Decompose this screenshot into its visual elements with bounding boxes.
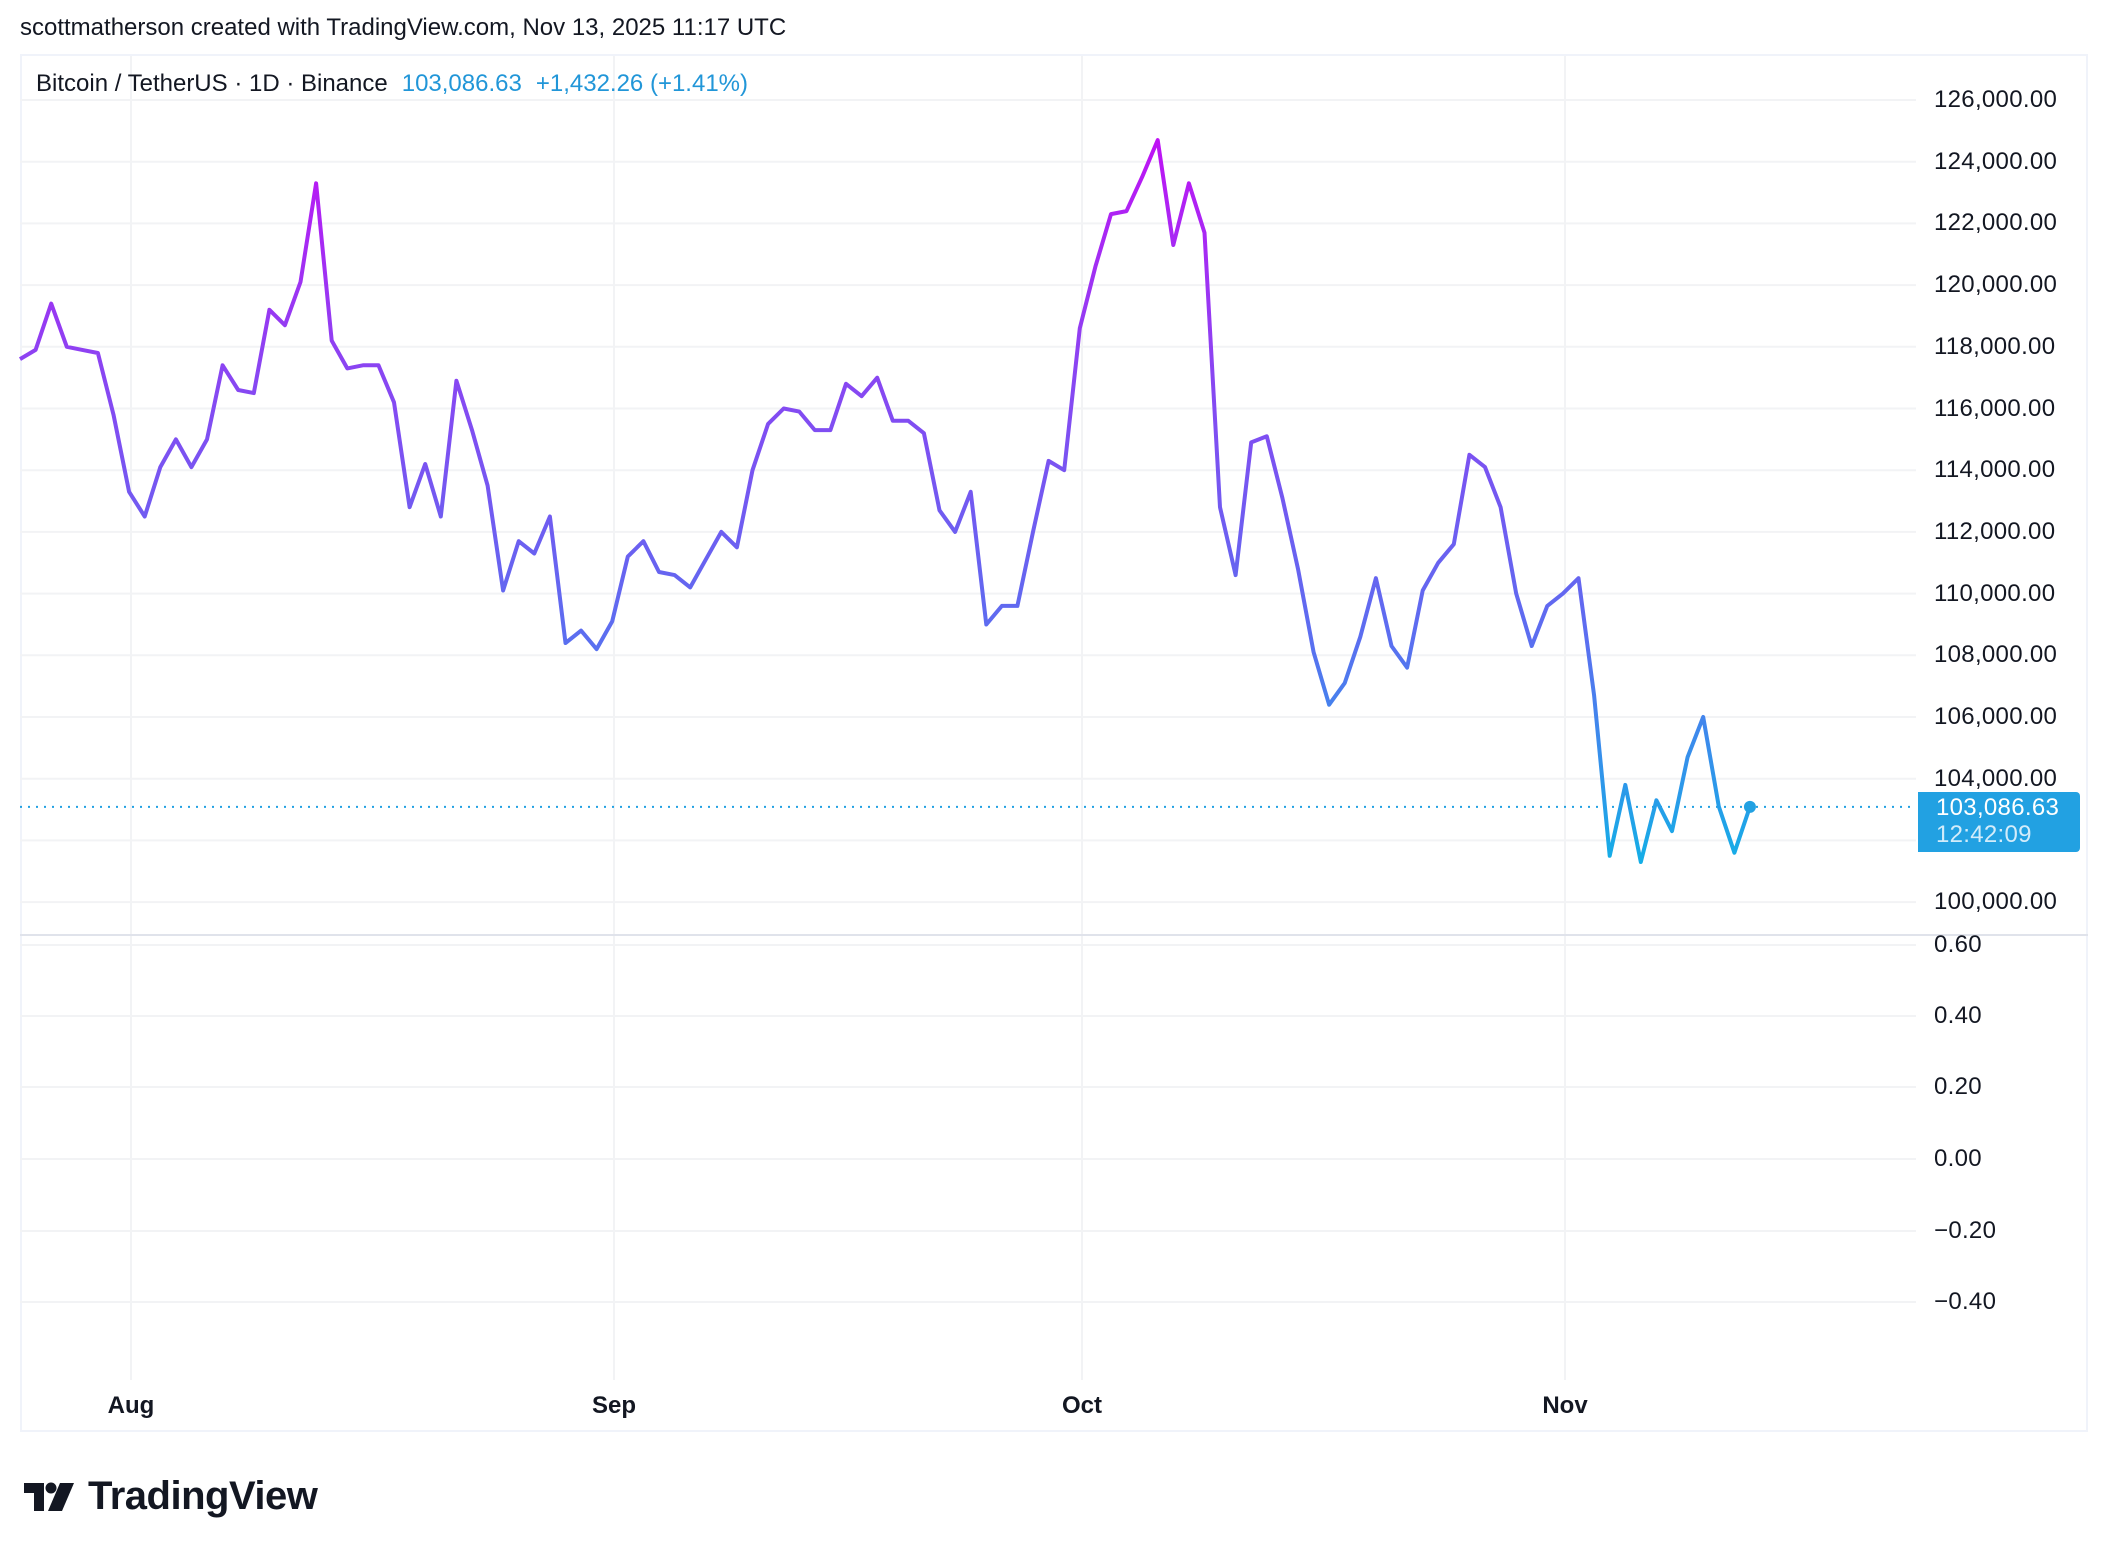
price-axis-label: 124,000.00 xyxy=(1934,147,2058,175)
price-axis-label: 104,000.00 xyxy=(1934,764,2058,792)
price-line xyxy=(18,138,1752,864)
last-price: 103,086.63 xyxy=(401,70,522,97)
price-axis-label: 118,000.00 xyxy=(1934,332,2056,360)
tradingview-logo[interactable]: TradingView xyxy=(24,1474,318,1519)
indicator-axis-label: 0.40 xyxy=(1934,1002,1982,1029)
price-axis-label: 108,000.00 xyxy=(1934,641,2058,669)
price-axis-label: 120,000.00 xyxy=(1934,271,2058,299)
tradingview-logo-icon xyxy=(24,1482,74,1511)
indicator-axis-label: 0.60 xyxy=(1934,931,1982,958)
price-axis-label: 114,000.00 xyxy=(1934,456,2056,484)
time-axis-label: Nov xyxy=(1542,1392,1588,1419)
chart-frame xyxy=(20,54,2088,1432)
price-axis-label: 122,000.00 xyxy=(1934,209,2058,237)
chart-legend[interactable]: Bitcoin / TetherUS · 1D · Binance 103,08… xyxy=(36,70,748,98)
price-change: +1,432.26 (+1.41%) xyxy=(535,70,748,97)
last-price-tag-value: 103,086.63 xyxy=(1936,794,2060,821)
time-axis-label: Sep xyxy=(591,1392,637,1419)
symbol-title[interactable]: Bitcoin / TetherUS · 1D · Binance xyxy=(36,70,388,97)
price-axis-label: 106,000.00 xyxy=(1934,703,2058,730)
indicator-axis-label: −0.40 xyxy=(1934,1288,1997,1315)
price-axis-label: 116,000.00 xyxy=(1934,394,2056,422)
tradingview-wordmark: TradingView xyxy=(88,1474,318,1518)
last-price-tag: 103,086.63 12:42:09 xyxy=(1918,792,2080,852)
price-axis-label: 126,000.00 xyxy=(1934,86,2058,113)
indicator-axis-label: 0.00 xyxy=(1934,1145,1982,1172)
bar-countdown: 12:42:09 xyxy=(1936,821,2032,848)
chart-attribution: scottmatherson created with TradingView.… xyxy=(20,14,787,41)
indicator-axis-label: 0.20 xyxy=(1934,1073,1982,1100)
price-axis-label: 100,000.00 xyxy=(1934,888,2058,916)
indicator-axis-label: −0.20 xyxy=(1934,1217,1997,1244)
price-axis-label: 112,000.00 xyxy=(1934,517,2056,545)
time-axis-label: Aug xyxy=(107,1392,155,1419)
time-axis-label: Oct xyxy=(1061,1392,1103,1419)
price-axis-label: 110,000.00 xyxy=(1934,579,2056,607)
last-price-dot xyxy=(1743,800,1756,813)
